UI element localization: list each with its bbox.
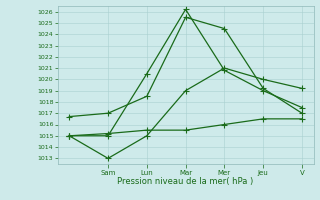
X-axis label: Pression niveau de la mer( hPa ): Pression niveau de la mer( hPa ): [117, 177, 254, 186]
